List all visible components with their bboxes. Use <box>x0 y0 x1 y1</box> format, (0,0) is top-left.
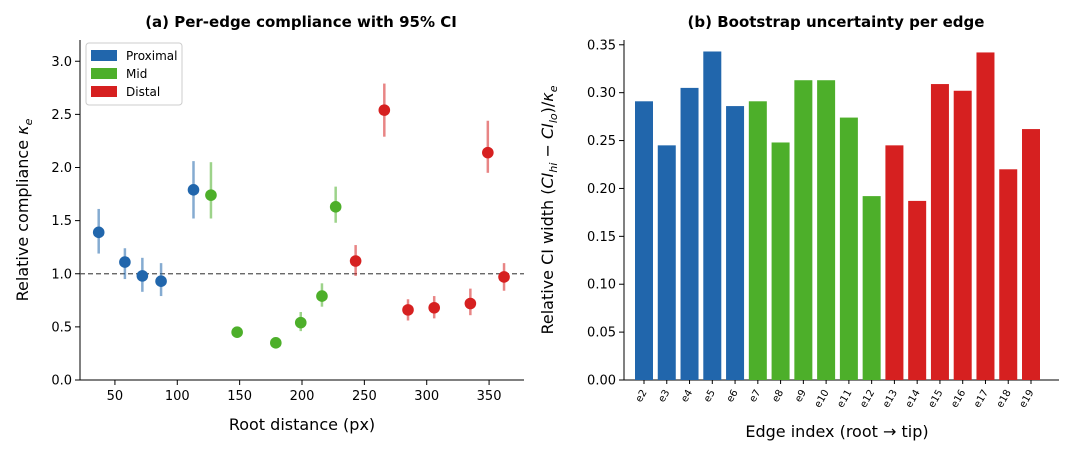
data-point <box>136 270 149 282</box>
x-tick-label: e4 <box>679 388 695 404</box>
bar-e5 <box>703 51 722 381</box>
y-tick-label: 0.00 <box>587 374 616 389</box>
x-tick-label: e14 <box>904 388 923 410</box>
y-tick-label: 0.25 <box>587 134 616 149</box>
data-point <box>119 256 131 268</box>
bar-e7 <box>748 101 767 380</box>
y-tick-label: 1.0 <box>51 267 72 282</box>
x-tick-label: e9 <box>793 388 809 404</box>
data-point <box>329 201 342 213</box>
x-tick-label: e5 <box>702 388 718 404</box>
data-point <box>402 304 414 316</box>
chart-a-title: (a) Per-edge compliance with 95% CI <box>145 13 457 31</box>
bar-e13 <box>885 145 904 380</box>
x-tick-label: 250 <box>352 389 377 404</box>
x-tick-label: e17 <box>972 388 991 410</box>
bar-e19 <box>1022 129 1040 380</box>
chart-compliance: (a) Per-edge compliance with 95% CI 0.00… <box>13 13 524 434</box>
bar-e15 <box>930 84 949 380</box>
bar-e4 <box>680 87 699 380</box>
y-tick-label: 0.35 <box>587 38 616 53</box>
y-tick-label: 2.0 <box>51 161 72 176</box>
legend-label-proximal: Proximal <box>126 49 177 63</box>
y-tick-label: 0.05 <box>587 326 616 341</box>
legend-label-distal: Distal <box>126 85 160 99</box>
data-point <box>482 146 494 159</box>
chart-b-x-label: Edge index (root → tip) <box>745 422 928 441</box>
data-point <box>294 316 307 329</box>
bar-e17 <box>976 52 995 380</box>
x-tick-label: 150 <box>227 389 252 404</box>
x-tick-label: e19 <box>1018 388 1037 410</box>
x-tick-label: e7 <box>748 388 764 404</box>
x-tick-label: 350 <box>477 389 502 404</box>
data-point <box>270 337 282 349</box>
y-tick-label: 3.0 <box>51 55 72 70</box>
chart-a-x-label: Root distance (px) <box>229 415 375 434</box>
bar-e3 <box>657 145 676 380</box>
legend-label-mid: Mid <box>126 67 147 81</box>
x-tick-label: e15 <box>927 388 946 410</box>
bar-e18 <box>999 169 1018 380</box>
data-point <box>428 301 441 314</box>
chart-b-y-label: Relative CI width (CIhi − CIlo)/κe <box>538 85 560 334</box>
data-point <box>498 271 510 283</box>
data-point <box>464 297 477 310</box>
bar-e8 <box>771 142 790 380</box>
x-tick-label: 100 <box>165 389 190 404</box>
chart-a-ticks: 0.0 0.5 1.0 1.5 2.0 2.5 3.0 50 100 150 200 250 300 35… <box>51 55 501 404</box>
x-tick-label: e2 <box>634 388 650 404</box>
data-point <box>378 104 391 116</box>
y-tick-label: 0.30 <box>587 86 616 101</box>
bar-e9 <box>794 80 813 381</box>
bar-e14 <box>908 200 927 380</box>
legend-swatch-proximal <box>91 50 117 61</box>
x-tick-label: e11 <box>836 388 855 410</box>
x-tick-label: e8 <box>770 388 786 404</box>
data-point <box>187 184 200 196</box>
y-tick-label: 0.15 <box>587 230 616 245</box>
bar-e16 <box>953 90 972 381</box>
bar-e12 <box>862 196 881 380</box>
x-tick-label: e16 <box>949 388 968 410</box>
x-tick-label: e18 <box>995 388 1014 410</box>
x-tick-label: e3 <box>657 388 673 404</box>
chart-b-bars <box>635 51 1040 381</box>
x-tick-label: 50 <box>107 389 124 404</box>
y-tick-label: 1.5 <box>51 214 72 229</box>
bar-e2 <box>635 101 653 380</box>
x-tick-label: 200 <box>290 389 315 404</box>
bar-e11 <box>839 117 858 381</box>
y-tick-label: 0.0 <box>51 374 72 389</box>
x-tick-label: e6 <box>725 388 741 404</box>
legend-swatch-distal <box>91 86 117 97</box>
chart-b-title: (b) Bootstrap uncertainty per edge <box>688 13 985 31</box>
chart-a-legend: Proximal Mid Distal <box>85 42 183 106</box>
legend-swatch-mid <box>91 68 117 79</box>
data-point <box>155 275 167 287</box>
data-point <box>205 189 217 201</box>
data-point <box>92 226 105 239</box>
chart-bootstrap: (b) Bootstrap uncertainty per edge 0.00 0… <box>538 13 1059 441</box>
data-point <box>316 290 328 302</box>
y-tick-label: 0.20 <box>587 182 616 197</box>
x-tick-label: 300 <box>414 389 439 404</box>
bar-e10 <box>817 80 836 381</box>
y-tick-label: 2.5 <box>51 108 72 123</box>
bar-e6 <box>726 106 745 381</box>
chart-a-marks <box>92 83 510 349</box>
y-tick-label: 0.10 <box>587 278 616 293</box>
x-tick-label: e12 <box>858 388 877 410</box>
chart-a-y-label: Relative compliance κe <box>13 118 35 301</box>
x-tick-label: e13 <box>881 388 900 410</box>
data-point <box>349 255 362 267</box>
y-tick-label: 0.5 <box>51 320 72 335</box>
data-point <box>231 326 243 338</box>
x-tick-label: e10 <box>813 388 832 410</box>
